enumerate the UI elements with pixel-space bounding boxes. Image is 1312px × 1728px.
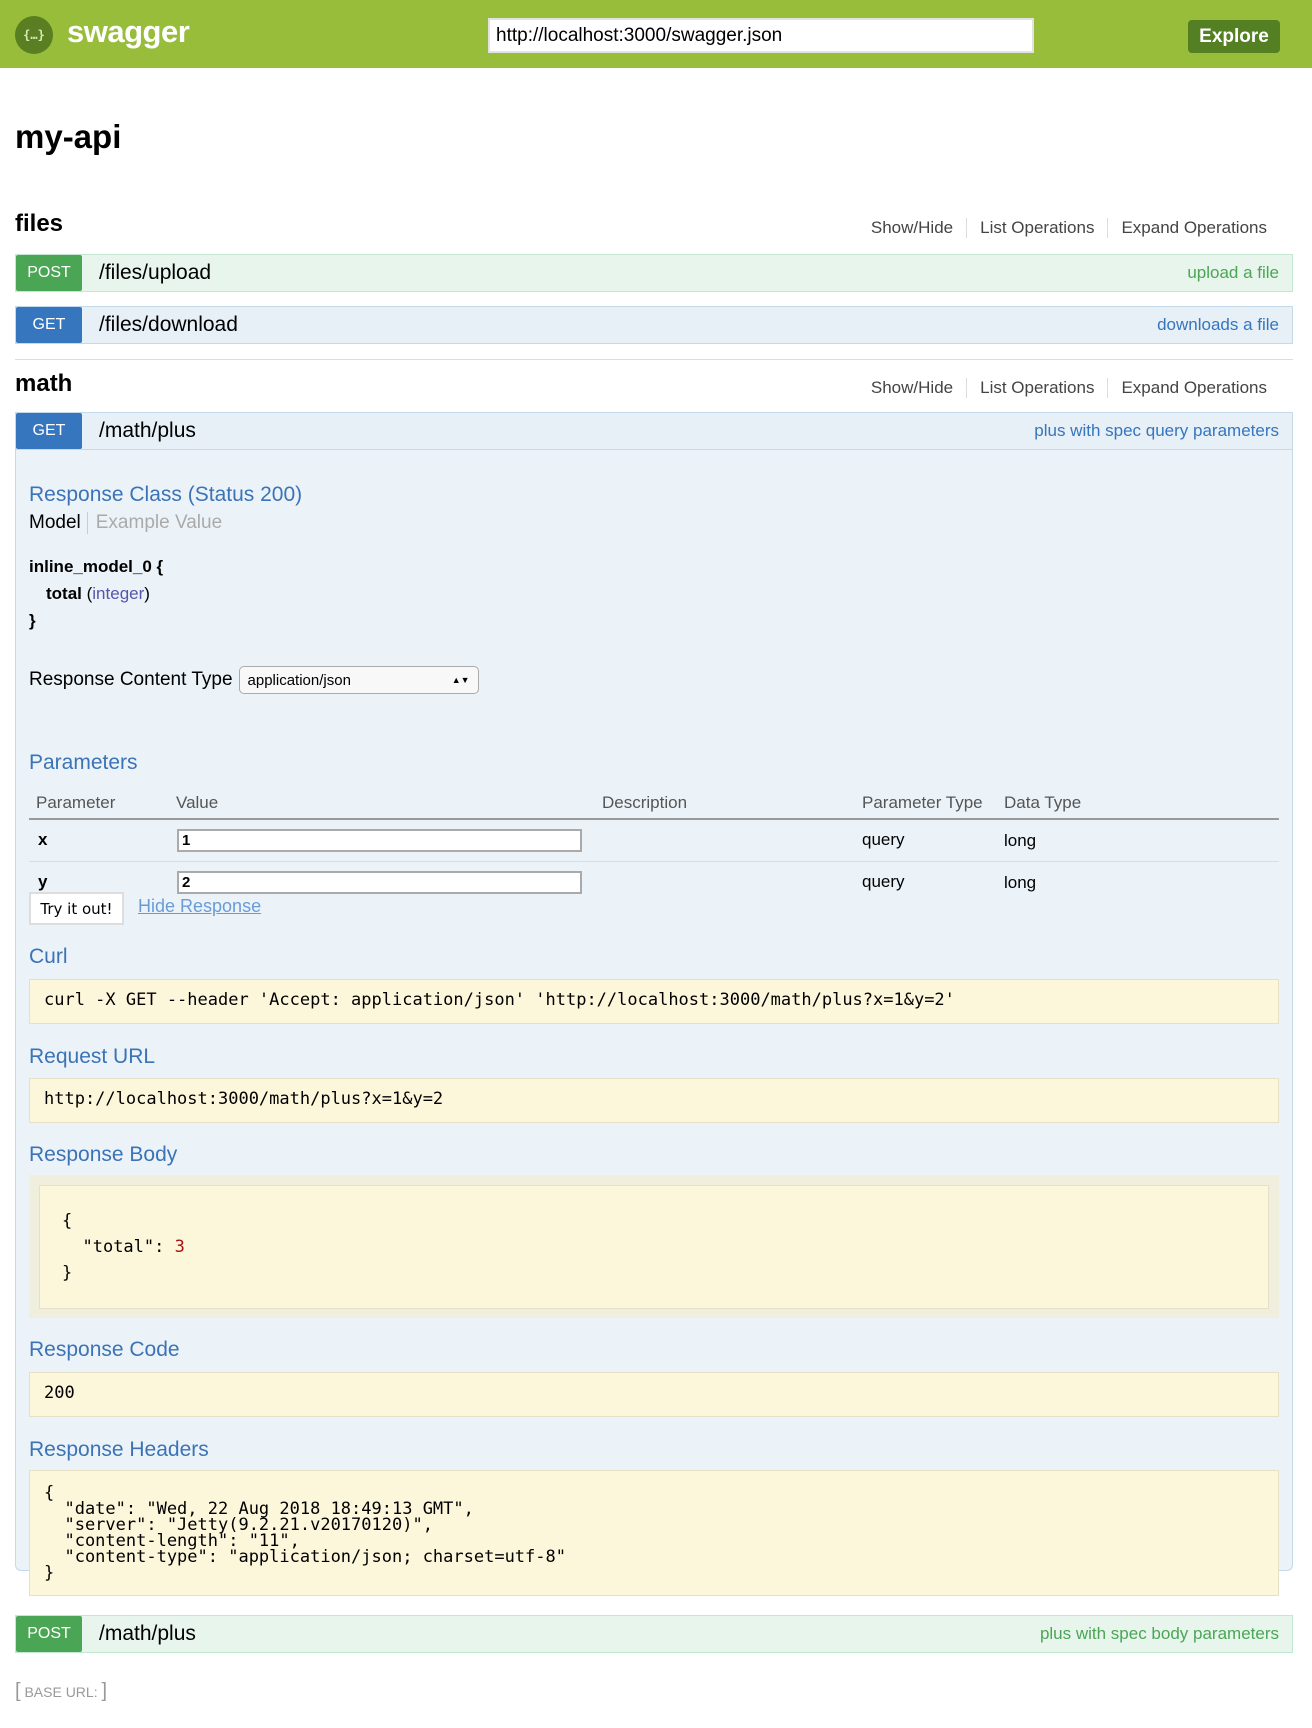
select-arrows-icon: ▲▼	[451, 675, 470, 685]
model-close: }	[29, 611, 36, 630]
col-header: Description	[602, 793, 688, 812]
list-operations-link[interactable]: List Operations	[966, 378, 1107, 398]
json-brace: {	[62, 1211, 73, 1231]
operation-post-files-upload[interactable]: POST /files/upload upload a file	[15, 254, 1293, 292]
param-name: y	[38, 872, 48, 891]
operation-path[interactable]: /math/plus	[99, 1622, 196, 1645]
table-row: y query long	[29, 862, 1279, 904]
operation-get-math-plus[interactable]: GET /math/plus plus with spec query para…	[15, 412, 1293, 450]
example-value-tab[interactable]: Example Value	[95, 512, 223, 533]
response-class-heading: Response Class (Status 200)	[29, 483, 303, 506]
section-files: files Show/Hide List Operations Expand Ope…	[15, 206, 1293, 360]
col-header: Value	[176, 793, 219, 812]
property-name: total	[46, 584, 82, 603]
content-type-select[interactable]: application/json ▲▼	[238, 666, 479, 694]
list-operations-link[interactable]: List Operations	[966, 218, 1107, 238]
operation-details-panel: Response Class (Status 200) Model Exampl…	[15, 450, 1293, 1596]
parameters-heading: Parameters	[29, 751, 138, 774]
parameters-table: Parameter Value Description Parameter Ty…	[29, 790, 1279, 904]
top-bar: {…} swagger Explore	[0, 0, 1312, 68]
divider	[15, 359, 1293, 360]
method-badge: GET	[16, 307, 82, 343]
col-header: Parameter Type	[862, 793, 983, 812]
param-data-type: long	[1004, 873, 1037, 892]
operation-post-math-plus[interactable]: POST /math/plus plus with spec body para…	[15, 1615, 1293, 1653]
method-badge: POST	[16, 1616, 82, 1652]
operation-summary[interactable]: plus with spec query parameters	[1034, 421, 1279, 440]
request-url-box: http://localhost:3000/math/plus?x=1&y=2	[29, 1078, 1279, 1123]
model-name: inline_model_0 {	[29, 557, 164, 576]
response-headers-box: { "date": "Wed, 22 Aug 2018 18:49:13 GMT…	[29, 1470, 1279, 1596]
response-body-heading: Response Body	[29, 1143, 178, 1166]
param-type: query	[862, 872, 905, 891]
operation-get-files-download[interactable]: GET /files/download downloads a file	[15, 306, 1293, 344]
content-type-value: application/json	[247, 671, 351, 689]
section-title: files	[15, 210, 64, 237]
json-value: 3	[174, 1237, 185, 1257]
param-x-input[interactable]	[177, 829, 582, 852]
model-tab[interactable]: Model	[29, 512, 88, 534]
response-headers-heading: Response Headers	[29, 1438, 209, 1461]
section-math-continued: POST /math/plus plus with spec body para…	[15, 1615, 1293, 1653]
content-type-label: Response Content Type	[29, 669, 233, 690]
table-row: x query long	[29, 820, 1279, 862]
response-code-heading: Response Code	[29, 1338, 180, 1361]
section-math: math Show/Hide List Operations Expand Oper…	[15, 366, 1293, 1596]
operation-path[interactable]: /files/upload	[99, 261, 212, 284]
spec-url-input[interactable]	[488, 18, 1034, 53]
curl-heading: Curl	[29, 945, 68, 968]
param-data-type: long	[1004, 831, 1037, 850]
curl-box: curl -X GET --header 'Accept: applicatio…	[29, 979, 1279, 1024]
section-title: math	[15, 370, 73, 397]
hide-response-link[interactable]: Hide Response	[138, 896, 262, 916]
param-name: x	[38, 830, 48, 849]
operation-summary[interactable]: downloads a file	[1157, 315, 1279, 334]
expand-operations-link[interactable]: Expand Operations	[1107, 378, 1280, 398]
base-url: [ BASE URL: ]	[15, 1680, 108, 1702]
show-hide-link[interactable]: Show/Hide	[870, 218, 954, 237]
operation-summary[interactable]: upload a file	[1187, 263, 1279, 282]
table-header: Parameter Value Description Parameter Ty…	[29, 790, 1279, 820]
method-badge: POST	[16, 255, 82, 291]
method-badge: GET	[16, 413, 82, 449]
expand-operations-link[interactable]: Expand Operations	[1107, 218, 1280, 238]
request-url-heading: Request URL	[29, 1045, 156, 1068]
col-header: Data Type	[1004, 793, 1082, 812]
brand-name: swagger	[67, 14, 190, 49]
swagger-logo-icon: {…}	[15, 16, 53, 54]
explore-button[interactable]: Explore	[1188, 20, 1280, 53]
model-schema: inline_model_0 { total (integer) }	[29, 553, 163, 634]
base-url-label: BASE URL	[24, 1684, 94, 1700]
operation-path[interactable]: /math/plus	[99, 419, 196, 442]
try-it-out-button[interactable]: Try it out!	[29, 892, 124, 925]
operation-summary[interactable]: plus with spec body parameters	[1039, 1624, 1279, 1643]
json-key: "total":	[82, 1237, 175, 1257]
show-hide-link[interactable]: Show/Hide	[870, 378, 954, 397]
param-y-input[interactable]	[177, 871, 582, 894]
api-title: my-api	[15, 118, 122, 155]
property-type: integer	[92, 584, 145, 603]
response-code-box: 200	[29, 1372, 1279, 1417]
col-header: Parameter	[36, 793, 116, 812]
json-brace: }	[62, 1263, 73, 1283]
operation-path[interactable]: /files/download	[99, 313, 238, 336]
param-type: query	[862, 830, 905, 849]
response-body-box: { "total": 3}	[39, 1185, 1269, 1309]
response-body-wrapper: { "total": 3}	[29, 1175, 1279, 1318]
